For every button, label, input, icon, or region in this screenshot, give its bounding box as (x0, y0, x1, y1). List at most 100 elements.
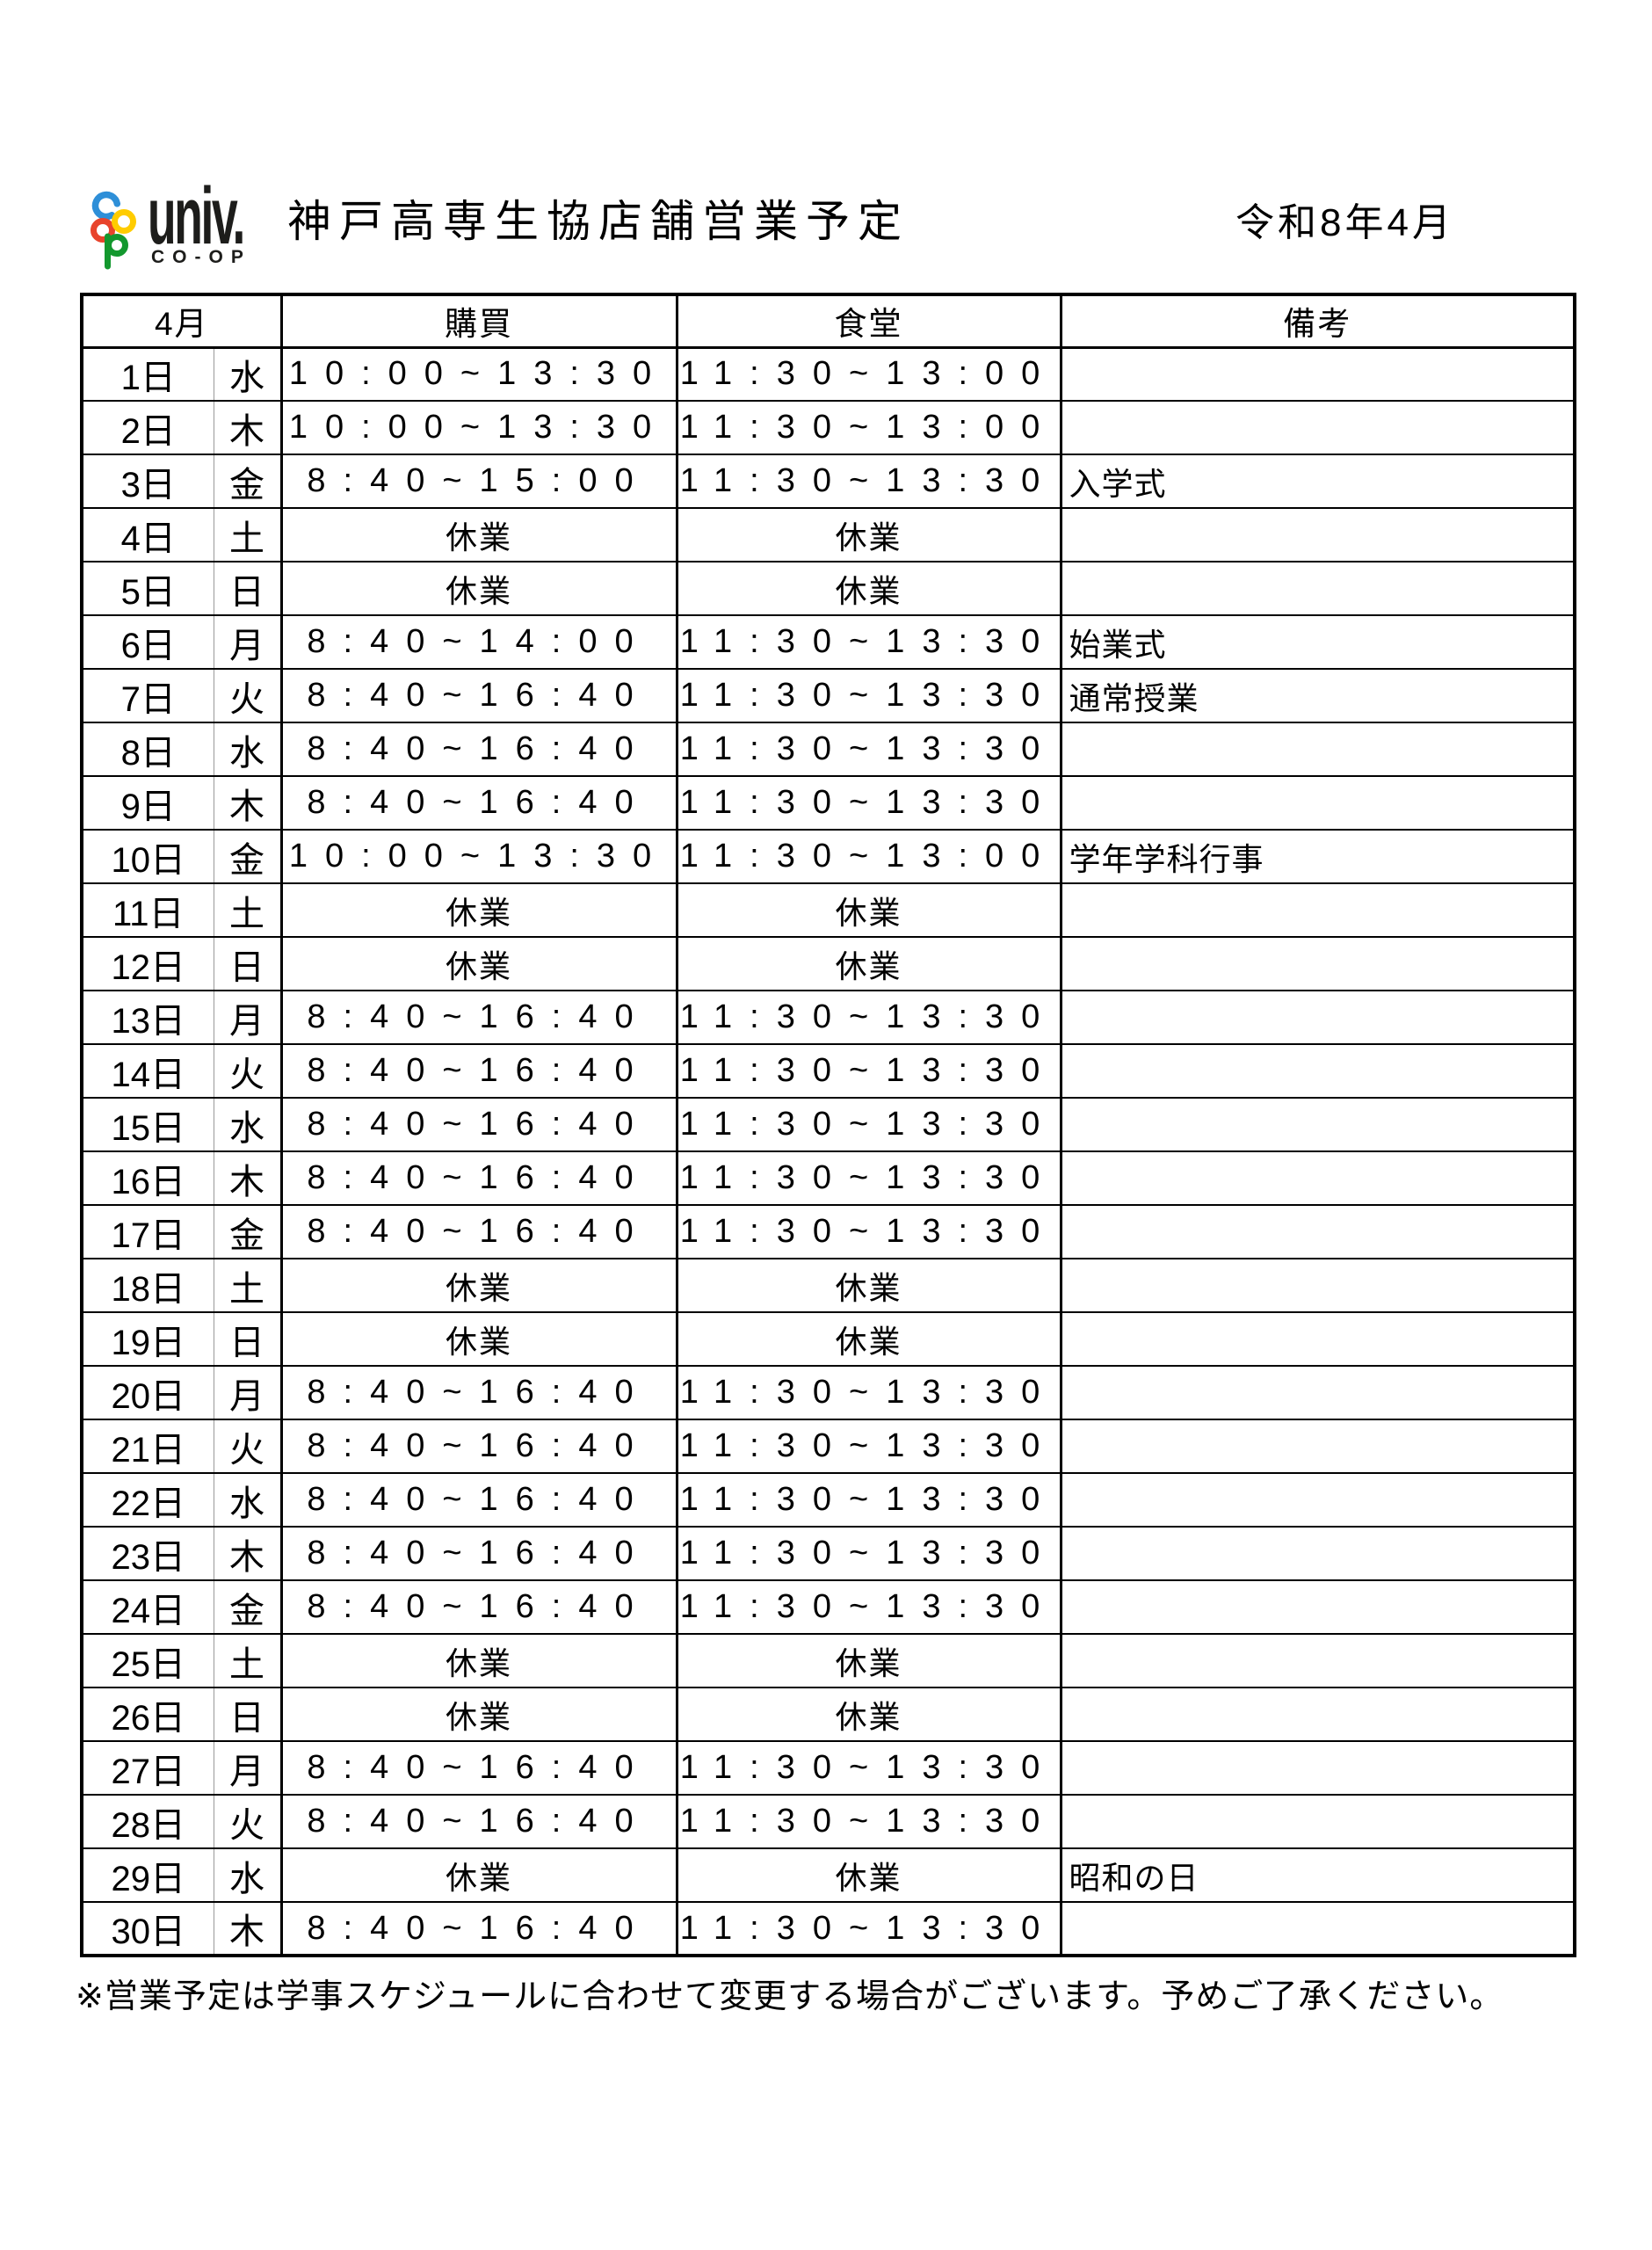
purchasing-hours-cell: 10:00~13:30 (281, 829, 678, 883)
purchasing-hours-cell: 8:40~16:40 (281, 1740, 678, 1795)
purchasing-hours-cell: 休業 (281, 1311, 678, 1366)
day-cell: 土 (214, 882, 283, 937)
table-row: 25日土休業 休業 (82, 1633, 1576, 1688)
date-cell: 29日 (82, 1847, 214, 1902)
table-row: 12日日休業 休業 (82, 936, 1576, 991)
day-cell: 火 (214, 668, 283, 722)
cafeteria-hours-cell: 休業 (677, 561, 1062, 615)
cafeteria-hours-cell: 11:30~13:00 (677, 346, 1062, 401)
purchasing-hours-cell: 休業 (281, 1633, 678, 1688)
purchasing-hours-cell: 8:40~16:40 (281, 1579, 678, 1634)
cafeteria-hours-cell: 11:30~13:30 (677, 1204, 1062, 1259)
purchasing-hours-cell: 10:00~13:30 (281, 400, 678, 454)
purchasing-hours-cell: 休業 (281, 561, 678, 615)
table-row: 9日木 8:40~16:40 11:30~13:30 (82, 775, 1576, 830)
remarks-cell (1061, 1043, 1576, 1098)
table-row: 17日金 8:40~16:40 11:30~13:30 (82, 1204, 1576, 1259)
cafeteria-hours-cell: 11:30~13:30 (677, 668, 1062, 722)
table-row: 27日月 8:40~16:40 11:30~13:30 (82, 1740, 1576, 1795)
day-cell: 日 (214, 561, 283, 615)
day-cell: 金 (214, 454, 283, 508)
coop-c-letter (91, 191, 121, 221)
table-row: 18日土休業 休業 (82, 1258, 1576, 1312)
purchasing-hours-cell: 休業 (281, 1847, 678, 1902)
coop-p-letter (105, 234, 128, 257)
table-row: 8日水 8:40~16:40 11:30~13:30 (82, 722, 1576, 776)
footer-note: ※営業予定は学事スケジュールに合わせて変更する場合がございます。予めご了承くださ… (76, 1978, 1504, 2015)
cafeteria-hours-cell: 11:30~13:30 (677, 1526, 1062, 1580)
column-header-remarks: 備考 (1061, 294, 1576, 349)
cafeteria-hours-cell: 休業 (677, 882, 1062, 937)
brand-univ-text: univ. (148, 171, 245, 261)
purchasing-hours-cell: 8:40~16:40 (281, 1794, 678, 1848)
date-cell: 23日 (82, 1526, 214, 1580)
day-cell: 水 (214, 1472, 283, 1527)
date-cell: 30日 (82, 1901, 214, 1956)
remarks-cell (1061, 1472, 1576, 1527)
purchasing-hours-cell: 8:40~16:40 (281, 1472, 678, 1527)
cafeteria-hours-cell: 休業 (677, 1847, 1062, 1902)
day-cell: 木 (214, 1901, 283, 1956)
purchasing-hours-cell: 休業 (281, 1258, 678, 1312)
table-row: 16日木 8:40~16:40 11:30~13:30 (82, 1150, 1576, 1205)
purchasing-hours-cell: 8:40~16:40 (281, 722, 678, 776)
day-cell: 月 (214, 1365, 283, 1419)
schedule-body: 1日水 10:00~13:30 11:30~13:00 2日木 10:00~13:30 1… (82, 346, 1576, 1956)
date-cell: 2日 (82, 400, 214, 454)
remarks-cell (1061, 1258, 1576, 1312)
date-cell: 16日 (82, 1150, 214, 1205)
day-cell: 金 (214, 829, 283, 883)
day-cell: 水 (214, 1097, 283, 1151)
cafeteria-hours-cell: 11:30~13:30 (677, 454, 1062, 508)
cafeteria-hours-cell: 11:30~13:30 (677, 990, 1062, 1044)
cafeteria-hours-cell: 11:30~13:30 (677, 1419, 1062, 1473)
date-cell: 20日 (82, 1365, 214, 1419)
date-cell: 22日 (82, 1472, 214, 1527)
era-date-label: 令和8年4月 (1235, 201, 1454, 244)
date-cell: 1日 (82, 346, 214, 401)
table-row: 5日日休業 休業 (82, 561, 1576, 615)
day-cell: 土 (214, 1258, 283, 1312)
cafeteria-hours-cell: 11:30~13:30 (677, 1740, 1062, 1795)
remarks-cell (1061, 936, 1576, 991)
date-cell: 3日 (82, 454, 214, 508)
purchasing-hours-cell: 8:40~15:00 (281, 454, 678, 508)
day-cell: 月 (214, 990, 283, 1044)
cafeteria-hours-cell: 休業 (677, 1311, 1062, 1366)
remarks-cell (1061, 561, 1576, 615)
date-cell: 18日 (82, 1258, 214, 1312)
purchasing-hours-cell: 8:40~16:40 (281, 775, 678, 830)
remarks-cell: 学年学科行事 (1061, 829, 1576, 883)
remarks-cell: 昭和の日 (1061, 1847, 1576, 1902)
page-title: 神戸高専生協店舗営業予定 (287, 197, 909, 246)
cafeteria-hours-cell: 11:30~13:30 (677, 614, 1062, 669)
table-row: 21日火 8:40~16:40 11:30~13:30 (82, 1419, 1576, 1473)
cafeteria-hours-cell: 11:30~13:30 (677, 1043, 1062, 1098)
date-cell: 19日 (82, 1311, 214, 1366)
cafeteria-hours-cell: 11:30~13:30 (677, 1472, 1062, 1527)
purchasing-hours-cell: 8:40~16:40 (281, 1150, 678, 1205)
date-cell: 14日 (82, 1043, 214, 1098)
remarks-cell (1061, 1204, 1576, 1259)
day-cell: 土 (214, 507, 283, 562)
day-cell: 日 (214, 1311, 283, 1366)
cafeteria-hours-cell: 11:30~13:00 (677, 400, 1062, 454)
remarks-cell (1061, 882, 1576, 937)
column-header-month: 4月 (82, 294, 283, 349)
coop-o-red-letter (91, 218, 115, 243)
purchasing-hours-cell: 休業 (281, 936, 678, 991)
table-row: 23日木 8:40~16:40 11:30~13:30 (82, 1526, 1576, 1580)
date-cell: 4日 (82, 507, 214, 562)
cafeteria-hours-cell: 11:30~13:30 (677, 1097, 1062, 1151)
table-row: 11日土休業 休業 (82, 882, 1576, 937)
remarks-cell (1061, 722, 1576, 776)
purchasing-hours-cell: 8:40~16:40 (281, 1097, 678, 1151)
day-cell: 月 (214, 614, 283, 669)
remarks-cell (1061, 1097, 1576, 1151)
table-row: 10日金 10:00~13:30 11:30~13:00 学年学科行事 (82, 829, 1576, 883)
day-cell: 土 (214, 1633, 283, 1688)
purchasing-hours-cell: 休業 (281, 1687, 678, 1741)
remarks-cell: 入学式 (1061, 454, 1576, 508)
column-header-cafeteria: 食堂 (677, 294, 1062, 349)
